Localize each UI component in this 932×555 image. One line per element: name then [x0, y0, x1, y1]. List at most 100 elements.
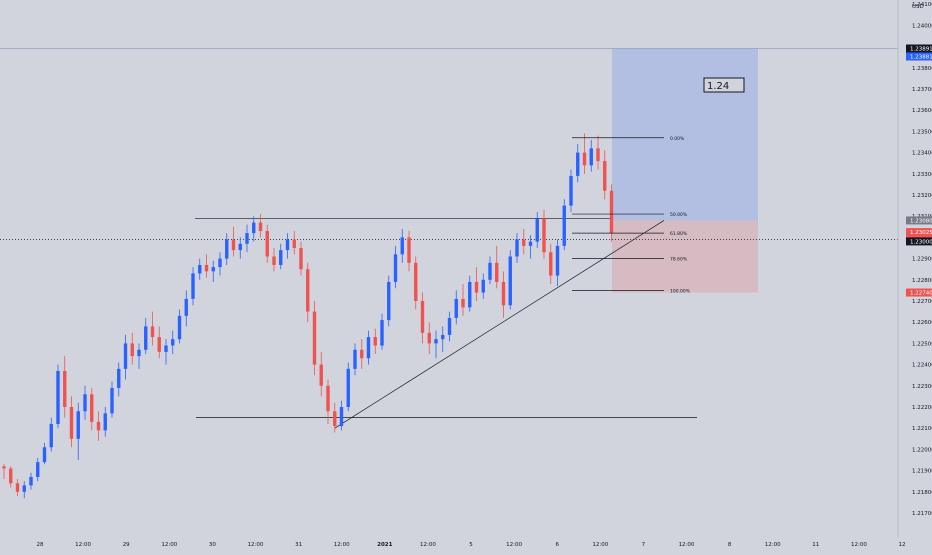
trendline	[334, 220, 665, 429]
time-tick-label: 28	[37, 542, 44, 548]
candle-body	[191, 273, 195, 299]
candle-body	[110, 387, 114, 414]
candle	[441, 326, 445, 352]
candle	[22, 481, 26, 499]
candle	[326, 379, 330, 424]
candle-body	[76, 411, 80, 439]
candle	[252, 216, 256, 242]
candle	[380, 313, 384, 350]
candle	[461, 284, 465, 316]
candle-body	[380, 320, 384, 346]
candle-body	[535, 218, 539, 242]
time-tick-label: 12	[899, 542, 906, 548]
candle-body	[231, 239, 236, 251]
time-tick-label: 12:00	[75, 542, 91, 548]
candle	[130, 332, 134, 365]
candle-body	[326, 385, 330, 412]
candle-body	[204, 264, 209, 272]
candle	[292, 231, 296, 255]
candle	[589, 139, 593, 172]
candle	[319, 351, 323, 397]
candle	[285, 233, 290, 259]
candle	[9, 466, 13, 488]
price-tick-label: 1.22000	[912, 447, 932, 453]
candle-body	[272, 256, 276, 265]
candle-body	[69, 407, 74, 439]
candle	[373, 328, 377, 354]
candle-body	[49, 423, 53, 448]
price-axis[interactable]	[898, 0, 932, 550]
candle-body	[562, 205, 566, 246]
time-tick-label: 31	[295, 542, 302, 548]
candle-body	[582, 152, 587, 166]
profit-zone	[612, 48, 758, 221]
candle-body	[312, 311, 317, 365]
time-tick-label: 12:00	[506, 542, 522, 548]
time-tick-label: 12:00	[420, 542, 436, 548]
price-tick-label: 1.22400	[912, 363, 932, 369]
current-price-badge: 1.23025	[910, 230, 932, 236]
time-tick-label: 5	[469, 542, 473, 548]
plot-background	[0, 0, 898, 538]
candle	[353, 343, 357, 376]
time-tick-label: 12:00	[765, 542, 781, 548]
candle-body	[198, 264, 202, 274]
candle-body	[292, 239, 296, 248]
candle-body	[387, 281, 391, 321]
price-annotation[interactable]: 1.24	[703, 77, 745, 93]
fib-level-label: 100.00%	[670, 288, 691, 294]
candle	[569, 169, 573, 212]
target-price-badge: 1.23891	[910, 47, 932, 53]
candle-body	[447, 317, 452, 335]
price-tick-label: 1.24100	[912, 2, 932, 8]
candle-body	[285, 239, 290, 251]
fibonacci-retracement[interactable]: 0.00% 50.00% 61.80% 78.60% 100.00%	[572, 136, 691, 295]
target-secondary-badge: 1.23881	[910, 55, 932, 61]
candle	[49, 417, 53, 452]
candle-body	[360, 349, 364, 359]
candle-body	[56, 370, 60, 424]
candle	[407, 231, 411, 272]
candle-body	[339, 407, 344, 427]
price-tick-label: 1.23600	[912, 108, 932, 114]
price-tick-label: 1.23700	[912, 87, 932, 93]
time-axis[interactable]	[0, 538, 898, 550]
candle	[117, 362, 121, 397]
time-tick-label: 6	[555, 542, 559, 548]
candle	[333, 402, 337, 433]
candle-body	[171, 339, 175, 346]
candle	[420, 292, 425, 344]
price-tick-label: 1.23500	[912, 129, 932, 135]
candle-body	[29, 476, 33, 486]
candle-body	[2, 466, 6, 469]
time-tick-label: 2021	[377, 542, 392, 548]
candle-body	[144, 326, 148, 350]
candle-body	[83, 394, 87, 412]
candle	[582, 133, 587, 174]
candle-body	[279, 250, 283, 265]
long-position-tool[interactable]	[612, 48, 758, 293]
candle-body	[157, 337, 161, 352]
candle-body	[184, 298, 188, 316]
fib-level-label: 61.80%	[670, 231, 688, 237]
candle	[69, 396, 74, 448]
time-tick-label: 12:00	[161, 542, 177, 548]
candle-body	[353, 349, 357, 369]
candle	[501, 271, 506, 318]
candle-body	[400, 237, 404, 255]
candle-body	[454, 298, 458, 318]
candle-body	[252, 222, 256, 234]
candle	[495, 245, 499, 289]
candle	[366, 330, 371, 365]
candle	[83, 385, 87, 420]
crosshair-price-badge: 1.23000	[910, 239, 932, 245]
time-tick-label: 12:00	[592, 542, 608, 548]
candle	[90, 387, 94, 431]
target-price-badge-bg	[906, 44, 932, 53]
candle	[279, 243, 283, 270]
candle-body	[555, 245, 560, 276]
candle-body	[63, 370, 67, 407]
candle-body	[481, 279, 485, 293]
